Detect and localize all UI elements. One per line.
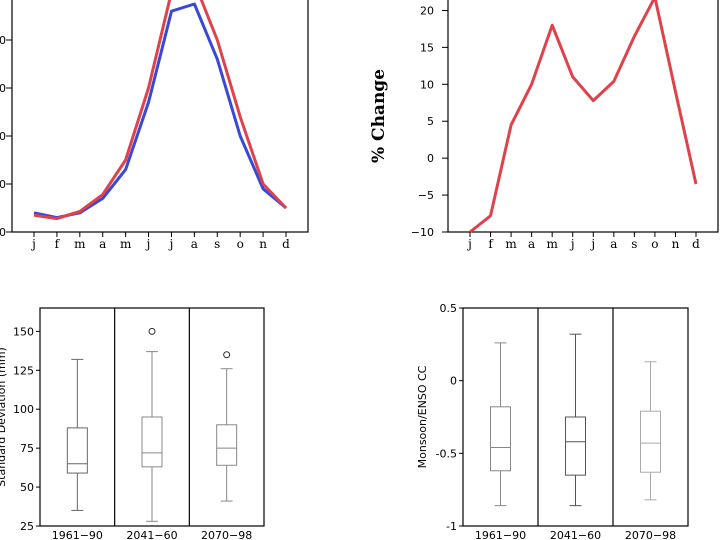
y-tick-label: -1 xyxy=(446,520,457,533)
x-tick-label: o xyxy=(237,237,244,251)
x-tick-label: m xyxy=(505,237,517,251)
x-tick-label: j xyxy=(466,237,472,251)
box-iqr xyxy=(141,416,163,468)
y-tick-label: 10 xyxy=(420,78,434,91)
x-tick-label: n xyxy=(259,237,267,251)
box-iqr xyxy=(66,427,88,474)
y-axis-label: Standard Deviation (mm) xyxy=(0,347,8,487)
box-iqr xyxy=(565,416,586,476)
y-tick-label: −5 xyxy=(418,189,434,202)
y-tick-label: 20 xyxy=(0,130,6,143)
box-iqr xyxy=(216,424,238,466)
plot-frame xyxy=(11,0,309,233)
plot-frame xyxy=(447,0,719,233)
x-tick-label: 2070−98 xyxy=(625,529,676,540)
x-tick-label: m xyxy=(120,237,132,251)
box-iqr xyxy=(490,406,511,472)
outlier-point xyxy=(223,351,231,359)
panel-monsoon-enso-boxplot: -1 -0.5 0 0.5 1961−90 2041−60 2070−98 Monsoon/E… xyxy=(416,302,689,540)
x-tick-label: a xyxy=(99,237,106,251)
x-tick-label: j xyxy=(569,237,575,251)
y-tick-label: 0.5 xyxy=(440,302,458,315)
x-tick-label: d xyxy=(282,237,290,251)
plot-frame xyxy=(39,307,265,527)
y-tick-label: −10 xyxy=(411,226,434,239)
box-iqr xyxy=(640,410,661,473)
x-tick-label: a xyxy=(528,237,535,251)
x-tick-label: f xyxy=(488,237,494,251)
y-tick-label: 0 xyxy=(450,375,457,388)
x-tick-label: 1961−90 xyxy=(475,529,526,540)
y-tick-label: 150 xyxy=(13,325,34,338)
x-tick-label: 2041−60 xyxy=(550,529,601,540)
y-axis-label: % Change xyxy=(369,69,389,163)
y-tick-label: 75 xyxy=(20,442,34,455)
panel-std-dev-boxplot: 25 50 75 100 125 150 1961−90 2041−60 2070−98 Stan… xyxy=(0,307,265,540)
x-tick-label: m xyxy=(546,237,558,251)
x-tick-label: o xyxy=(651,237,658,251)
y-tick-label: 0 xyxy=(427,152,434,165)
x-tick-label: a xyxy=(191,237,198,251)
x-tick-label: f xyxy=(55,237,61,251)
x-tick-label: j xyxy=(145,237,151,251)
x-tick-label: j xyxy=(30,237,36,251)
y-tick-label: 40 xyxy=(0,34,6,47)
y-tick-label: -0.5 xyxy=(436,447,457,460)
y-axis-label: Monsoon/ENSO CC xyxy=(416,365,429,468)
x-tick-label: a xyxy=(610,237,617,251)
y-tick-label: 125 xyxy=(13,364,34,377)
y-tick-label: 20 xyxy=(420,4,434,17)
plot-frame xyxy=(462,307,689,527)
y-tick-label: 5 xyxy=(427,115,434,128)
y-tick-label: 100 xyxy=(13,403,34,416)
x-tick-label: 1961−90 xyxy=(52,529,103,540)
series-line-future xyxy=(33,0,288,221)
x-tick-label: n xyxy=(672,237,680,251)
x-tick-label: m xyxy=(74,237,86,251)
x-tick-label: j xyxy=(168,237,174,251)
y-tick-label: 25 xyxy=(20,520,34,533)
panel-monthly-precip: 010203040jfmamjjasond xyxy=(0,0,309,251)
x-tick-label: s xyxy=(214,237,220,251)
y-tick-label: 30 xyxy=(0,82,6,95)
x-tick-label: j xyxy=(589,237,595,251)
x-tick-label: s xyxy=(631,237,637,251)
x-tick-label: 2041−60 xyxy=(126,529,177,540)
y-tick-label: 0 xyxy=(0,226,6,239)
outlier-point xyxy=(148,327,156,335)
x-tick-label: d xyxy=(692,237,700,251)
y-tick-label: 10 xyxy=(0,178,6,191)
x-tick-label: 2070−98 xyxy=(201,529,252,540)
y-tick-label: 50 xyxy=(20,481,34,494)
y-tick-label: 15 xyxy=(420,41,434,54)
series-line--change xyxy=(469,0,698,234)
